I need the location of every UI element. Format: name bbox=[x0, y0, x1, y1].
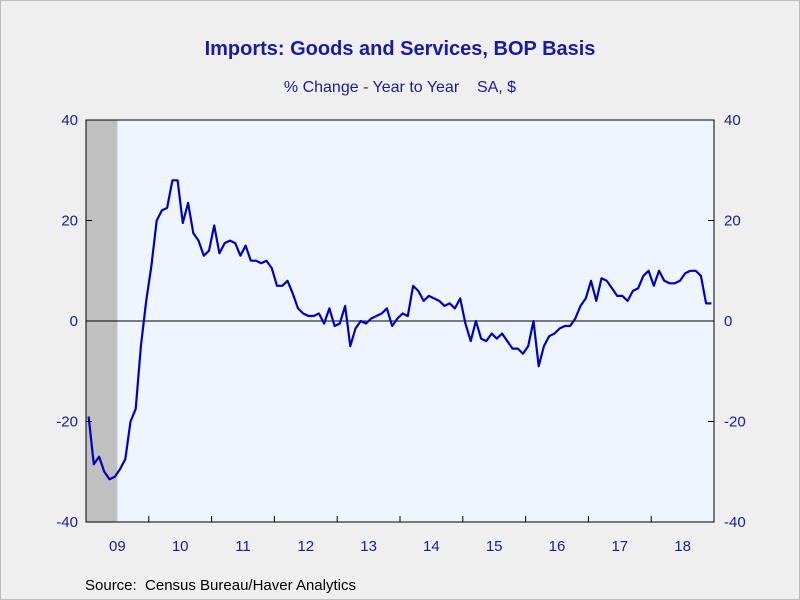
y-tick-label-right: 0 bbox=[724, 313, 732, 330]
x-tick-label: 17 bbox=[611, 538, 628, 555]
y-tick-label-left: 40 bbox=[61, 112, 78, 129]
y-tick-label-left: 0 bbox=[70, 313, 78, 330]
x-tick-label: 09 bbox=[109, 538, 126, 555]
axis-labels: -40 -40 -20 -20 0 0 20 20 40 40 09 10 11 12 13 14 15 16 17… bbox=[56, 112, 745, 555]
y-tick-label-left: -40 bbox=[56, 514, 78, 531]
chart-title: Imports: Goods and Services, BOP Basis bbox=[204, 38, 596, 60]
y-tick-label-right: -40 bbox=[724, 514, 746, 531]
y-tick-label-right: 20 bbox=[724, 213, 741, 230]
x-tick-label: 16 bbox=[549, 538, 566, 555]
x-tick-label: 18 bbox=[674, 538, 691, 555]
y-tick-label-left: -20 bbox=[56, 414, 78, 431]
x-tick-label: 10 bbox=[172, 538, 189, 555]
chart-subtitle: % Change - Year to Year SA, $ bbox=[283, 79, 517, 96]
x-tick-label: 12 bbox=[297, 538, 314, 555]
series-line bbox=[87, 179, 712, 481]
x-tick-label: 15 bbox=[486, 538, 503, 555]
x-tick-label: 13 bbox=[360, 538, 377, 555]
y-tick-label-right: -20 bbox=[724, 414, 746, 431]
source-note: Source: Census Bureau/Haver Analytics bbox=[85, 577, 356, 594]
x-tick-label: 14 bbox=[423, 538, 440, 555]
axis-ticks bbox=[85, 119, 715, 523]
y-tick-label-left: 20 bbox=[61, 213, 78, 230]
series-group bbox=[87, 179, 712, 481]
y-tick-label-right: 40 bbox=[724, 112, 741, 129]
x-tick-label: 11 bbox=[235, 538, 251, 555]
